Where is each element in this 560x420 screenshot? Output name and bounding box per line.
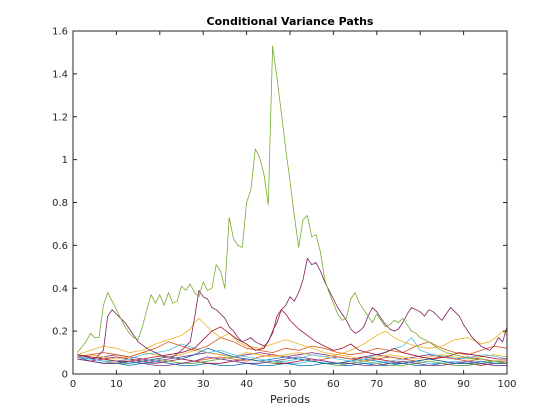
x-tick-label: 0	[70, 379, 76, 390]
x-axis: 0 10 20 30 40 50 60 70 80 90 100	[70, 31, 517, 390]
y-axis: 0 0.2 0.4 0.6 0.8 1 1.2 1.4 1.6	[52, 27, 507, 381]
x-tick-label: 80	[414, 379, 427, 390]
plot-background	[73, 31, 507, 374]
x-tick-label: 30	[197, 379, 210, 390]
y-tick-label: 1	[62, 155, 68, 166]
series-line-4	[77, 317, 508, 356]
series-line-6	[77, 337, 508, 362]
series-line-1	[76, 45, 508, 364]
x-tick-label: 40	[240, 379, 253, 390]
y-tick-label: 1.6	[52, 27, 68, 38]
y-tick-label: 0.4	[52, 284, 68, 295]
y-tick-label: 0.8	[52, 198, 68, 209]
y-tick-label: 1.4	[52, 69, 68, 80]
x-tick-label: 20	[153, 379, 166, 390]
series-line-3	[77, 309, 507, 362]
series-line-7	[77, 347, 507, 364]
x-tick-label: 10	[110, 379, 123, 390]
x-tick-label: 100	[497, 379, 516, 390]
y-tick-label: 0	[62, 370, 68, 381]
y-tick-label: 1.2	[52, 112, 68, 123]
x-tick-label: 70	[370, 379, 383, 390]
series-line-5	[77, 337, 508, 358]
chart-title: Conditional Variance Paths	[207, 15, 374, 28]
series-line-2	[77, 257, 508, 360]
series-line-14	[77, 358, 508, 364]
series-group	[76, 45, 508, 366]
x-tick-label: 90	[457, 379, 470, 390]
x-tick-label: 60	[327, 379, 340, 390]
y-tick-label: 0.2	[52, 327, 68, 338]
x-axis-label: Periods	[270, 393, 310, 406]
y-tick-label: 0.6	[52, 241, 68, 252]
x-tick-label: 50	[284, 379, 297, 390]
